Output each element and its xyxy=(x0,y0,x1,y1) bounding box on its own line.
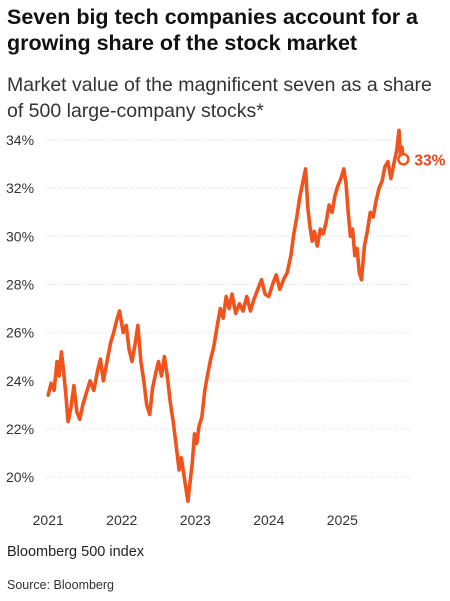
chart-subtitle: Market value of the magnificent seven as… xyxy=(7,74,432,122)
chart-note: Bloomberg 500 index xyxy=(7,544,145,560)
chart-title: Seven big tech companies account for a g… xyxy=(7,5,418,55)
y-tick-label: 24% xyxy=(6,373,34,389)
source-line: Source: Bloomberg xyxy=(7,578,115,592)
x-tick-label: 2025 xyxy=(327,512,358,528)
end-value-label: 33% xyxy=(414,152,445,169)
x-tick-label: 2021 xyxy=(33,512,64,528)
x-tick-label: 2024 xyxy=(253,512,284,528)
y-tick-label: 28% xyxy=(6,276,34,292)
y-tick-label: 20% xyxy=(6,469,34,485)
series-line xyxy=(46,128,406,504)
line-chart: 20%22%24%26%28%30%32%34% 2021 2022 2023 202… xyxy=(6,128,446,528)
y-tick-label: 30% xyxy=(6,228,34,244)
y-tick-label: 34% xyxy=(6,132,34,148)
y-tick-label: 26% xyxy=(6,325,34,341)
x-tick-label: 2023 xyxy=(180,512,211,528)
y-tick-label: 22% xyxy=(6,421,34,437)
end-point-marker xyxy=(397,153,410,166)
x-tick-label: 2022 xyxy=(106,512,137,528)
y-tick-label: 32% xyxy=(6,180,34,196)
y-axis-tick-labels: 20% 22% 24% 26% 28% 30% 32% 34% xyxy=(6,132,34,485)
x-axis-tick-labels: 2021 2022 2023 2024 2025 xyxy=(33,512,358,528)
series-layer: 33% xyxy=(46,128,446,504)
